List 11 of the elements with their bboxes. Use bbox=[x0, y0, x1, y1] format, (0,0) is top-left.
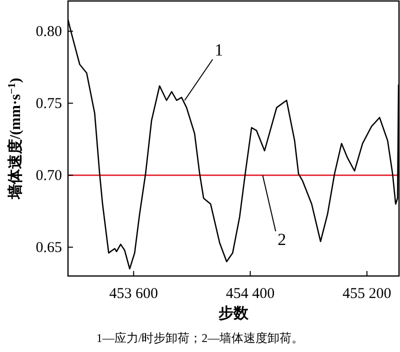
y-tick-label: 0.75 bbox=[36, 96, 62, 112]
x-tick-label: 454 400 bbox=[226, 286, 275, 302]
annotation: 1 bbox=[214, 40, 224, 60]
x-tick-label: 453 600 bbox=[109, 286, 158, 302]
x-tick-label: 455 200 bbox=[342, 286, 392, 302]
x-axis-title: 步数 bbox=[218, 305, 250, 322]
y-tick-label: 0.70 bbox=[36, 168, 62, 184]
y-tick-label: 0.80 bbox=[36, 24, 62, 40]
annotation: 2 bbox=[278, 230, 286, 250]
y-tick-label: 0.65 bbox=[36, 240, 62, 256]
text: 1—应力/时步卸荷；2—墙体速度卸荷。 bbox=[96, 331, 304, 345]
